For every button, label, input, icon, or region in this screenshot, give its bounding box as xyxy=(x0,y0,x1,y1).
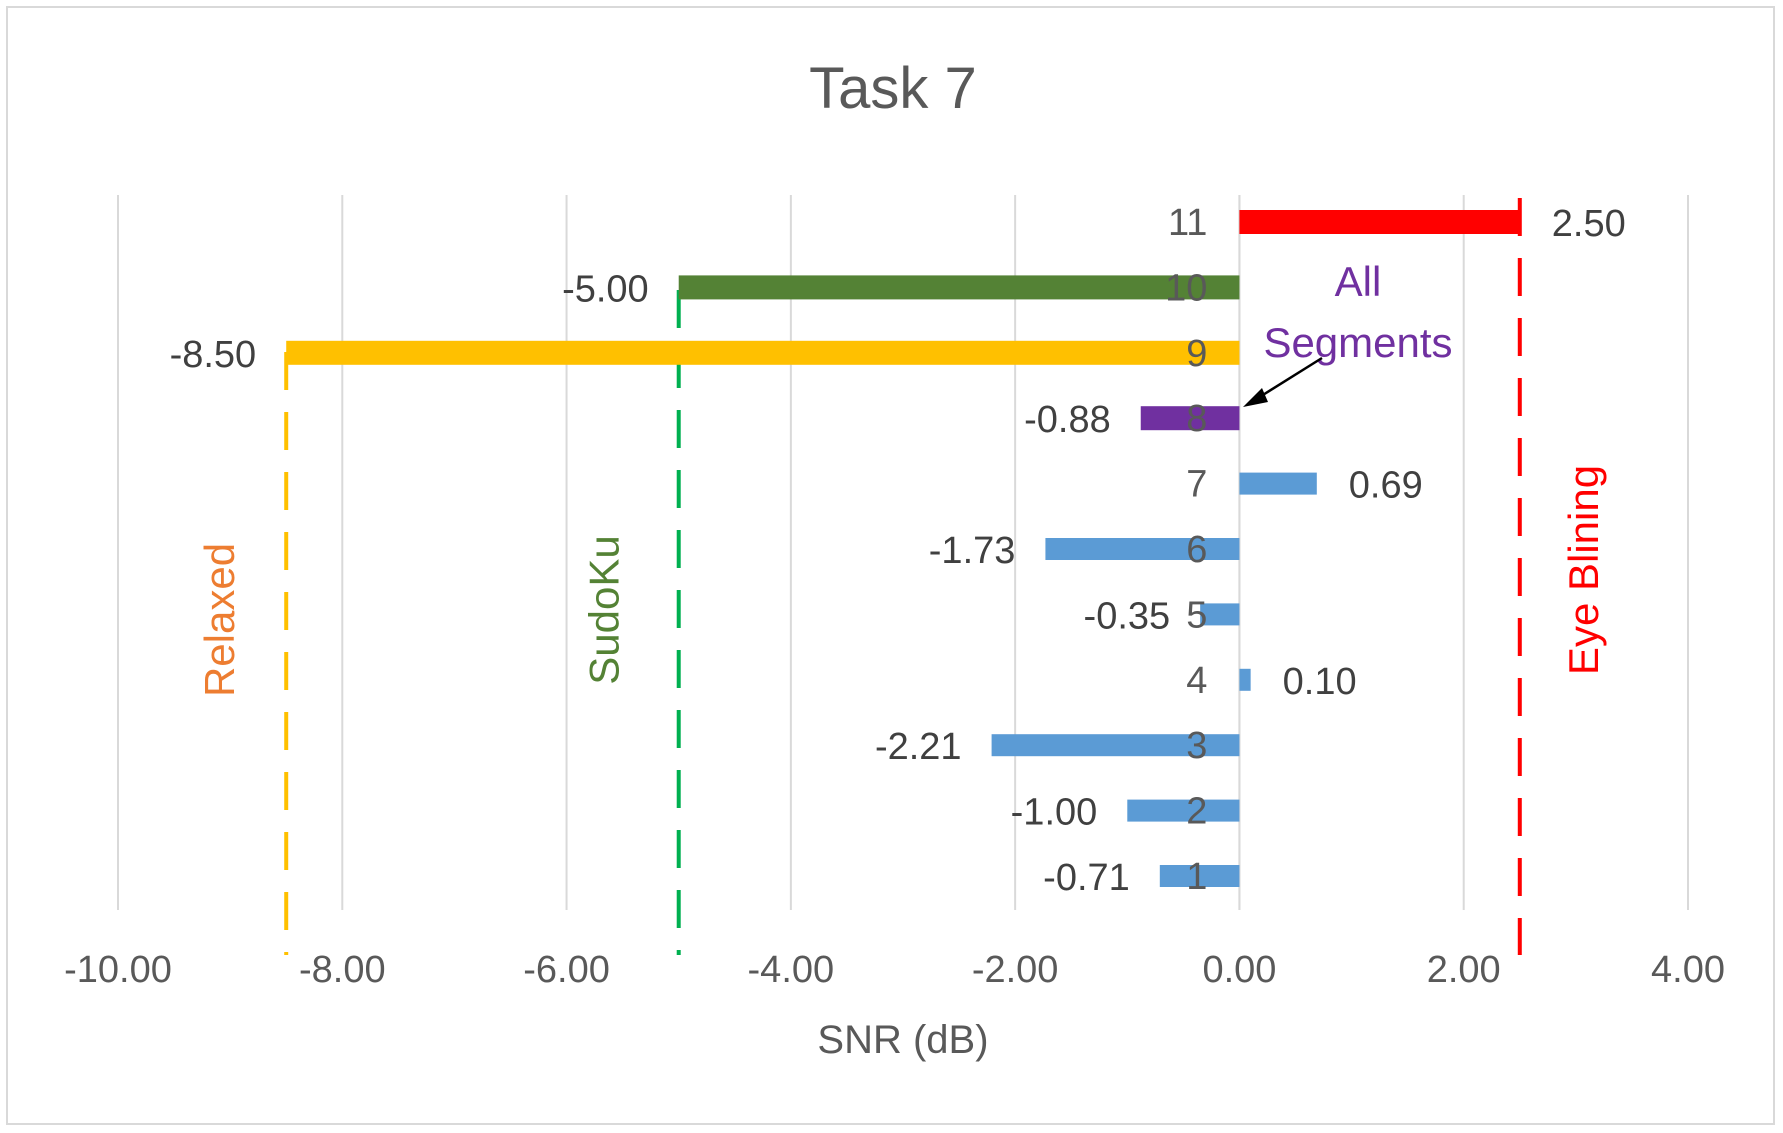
bar xyxy=(679,275,1240,299)
category-label: 4 xyxy=(1186,660,1207,702)
category-label: 3 xyxy=(1186,725,1207,767)
category-label: 1 xyxy=(1186,856,1207,898)
x-tick-label: -10.00 xyxy=(64,949,172,991)
category-label: 5 xyxy=(1186,594,1207,636)
data-label: -0.35 xyxy=(1084,595,1171,637)
x-tick-label: 2.00 xyxy=(1427,949,1501,991)
data-label: -5.00 xyxy=(562,268,649,310)
data-label: -0.71 xyxy=(1043,857,1130,899)
data-label: -1.00 xyxy=(1011,792,1098,834)
x-tick-label: -6.00 xyxy=(523,949,610,991)
bar xyxy=(1045,538,1239,560)
chart-title: Task 7 xyxy=(809,56,977,121)
bar xyxy=(286,341,1239,365)
gridlines xyxy=(118,195,1688,910)
x-tick-label: -4.00 xyxy=(748,949,835,991)
x-tick-label: -2.00 xyxy=(972,949,1059,991)
category-label: 9 xyxy=(1186,333,1207,375)
annotation-label: Segments xyxy=(1263,319,1452,366)
reference-line-label: Eye Blining xyxy=(1560,465,1607,675)
category-label: 8 xyxy=(1186,398,1207,440)
bar xyxy=(1127,800,1239,822)
annotation-arrowhead xyxy=(1243,388,1268,407)
category-label: 7 xyxy=(1186,464,1207,506)
x-tick-label: 4.00 xyxy=(1651,949,1725,991)
x-axis-title: SNR (dB) xyxy=(817,1018,988,1062)
data-label: -1.73 xyxy=(929,530,1016,572)
data-label: -8.50 xyxy=(170,334,257,376)
data-label: 2.50 xyxy=(1552,203,1626,245)
reference-lines xyxy=(286,198,1520,955)
category-label: 11 xyxy=(1168,202,1207,244)
data-label: -0.88 xyxy=(1024,399,1111,441)
category-label: 10 xyxy=(1165,267,1207,309)
x-tick-label: -8.00 xyxy=(299,949,386,991)
category-label: 6 xyxy=(1186,529,1207,571)
bar xyxy=(1239,473,1316,495)
labels: -10.00 -8.00 -6.00 -4.00 -2.00 0.00 2.00 4.00 Re… xyxy=(64,202,1725,991)
data-label: -2.21 xyxy=(875,726,962,768)
reference-line-label: SudoKu xyxy=(581,535,628,684)
category-label: 2 xyxy=(1186,791,1207,833)
reference-line-label: Relaxed xyxy=(196,543,243,697)
bar xyxy=(1239,669,1250,691)
x-tick-label: 0.00 xyxy=(1202,949,1276,991)
data-label: 0.69 xyxy=(1349,465,1423,507)
annotation-label: All xyxy=(1335,258,1382,305)
bar xyxy=(1239,210,1519,234)
data-label: 0.10 xyxy=(1283,661,1357,703)
bars xyxy=(286,210,1520,887)
